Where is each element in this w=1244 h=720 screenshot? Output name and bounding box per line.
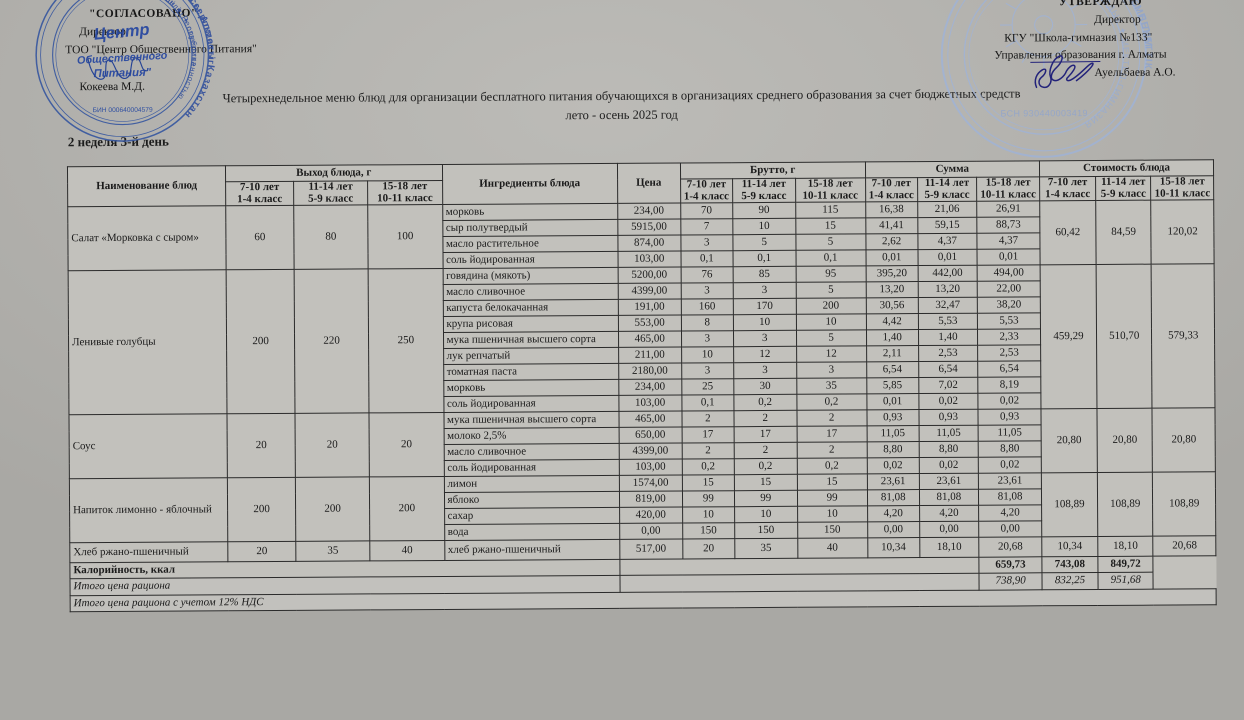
svg-text:Центр: Центр: [93, 21, 150, 44]
svg-text:БИН 000640004579: БИН 000640004579: [93, 107, 153, 114]
svg-text:БСН 930440003419: БСН 930440003419: [1000, 108, 1087, 119]
svg-text:Общественного: Общественного: [77, 50, 168, 67]
